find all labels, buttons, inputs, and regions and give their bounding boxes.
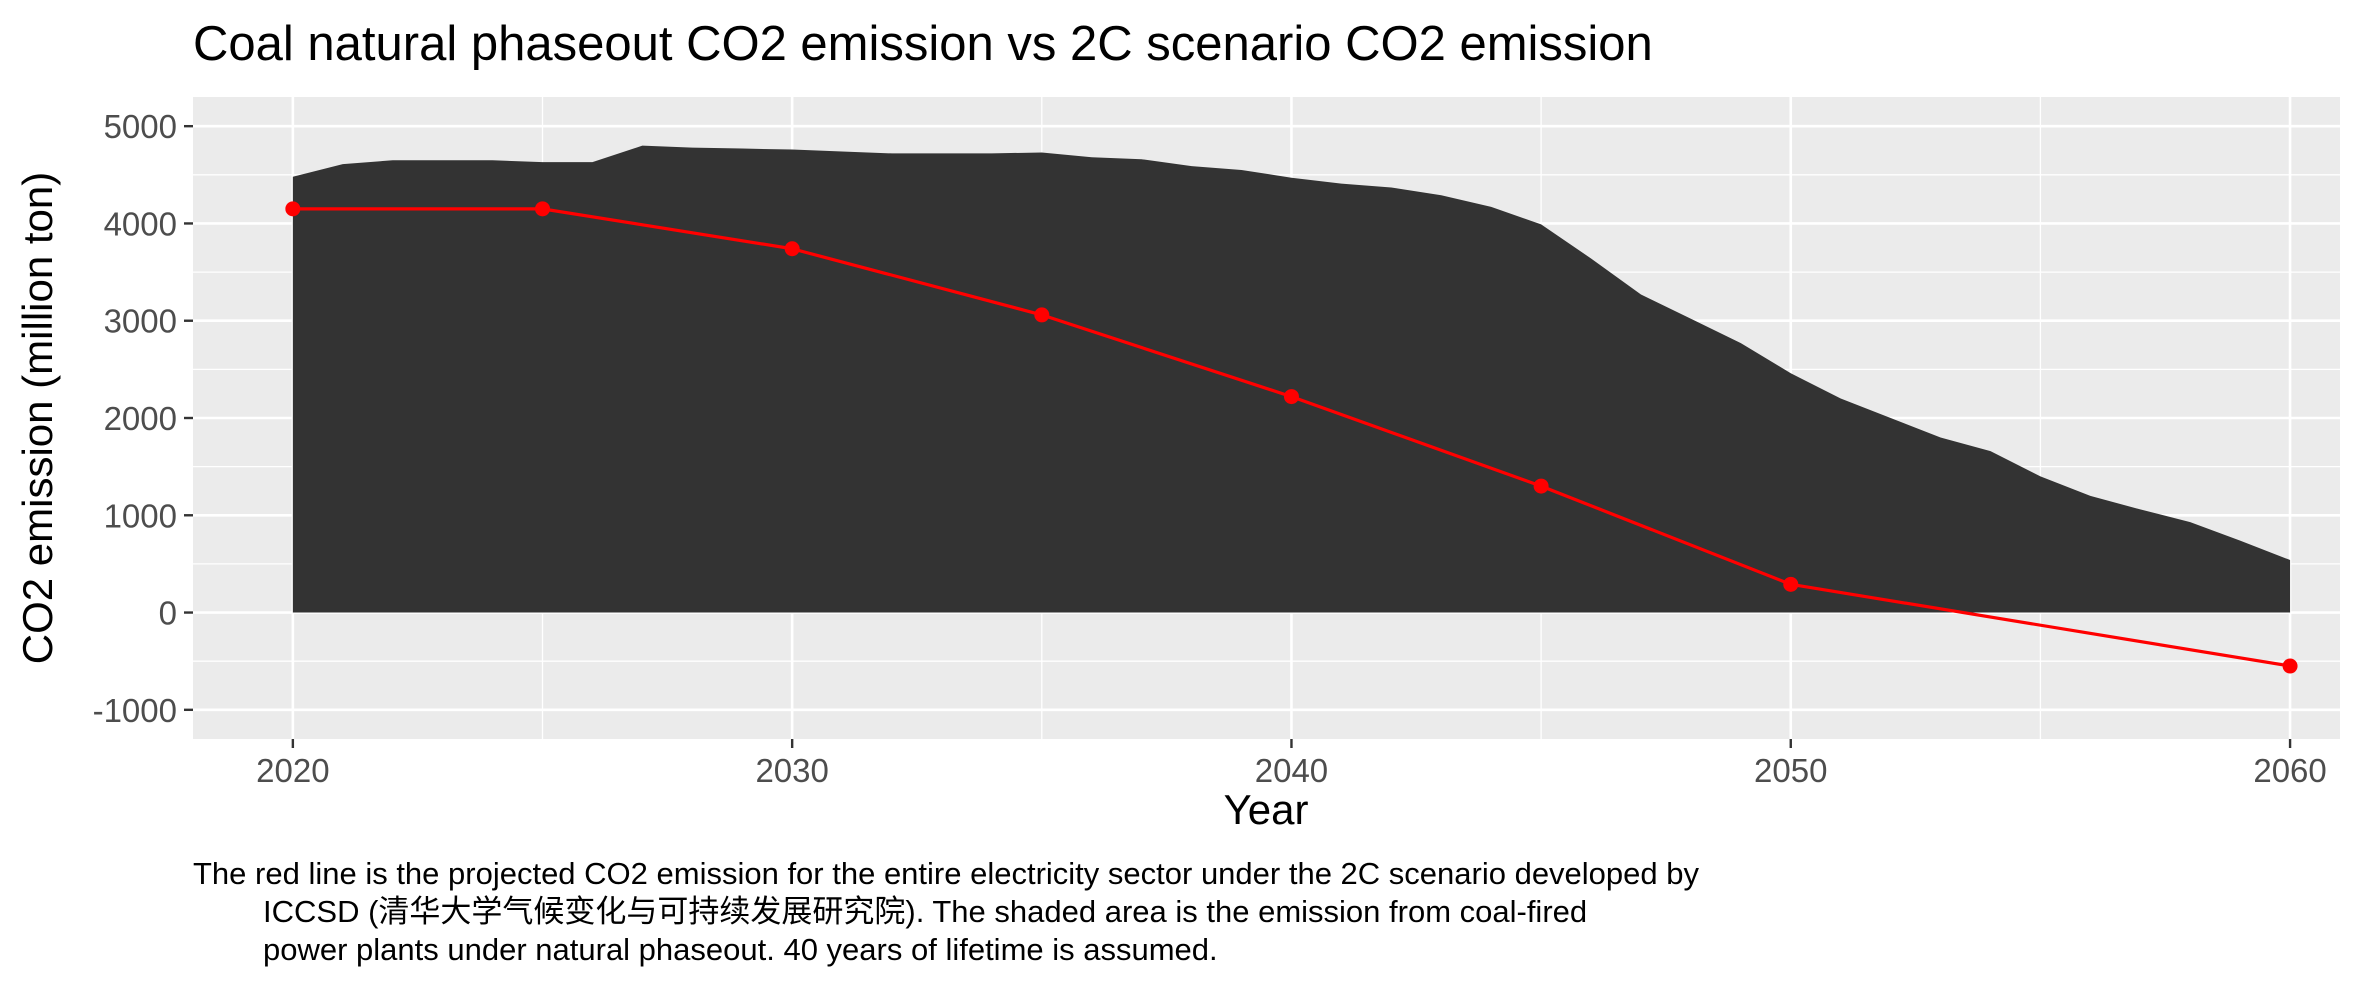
data-point <box>1283 389 1299 405</box>
x-tick-label: 2030 <box>755 752 828 789</box>
y-tick-label: 1000 <box>104 497 177 534</box>
x-tick-labels: 2020 2030 2040 2050 2060 <box>256 752 2327 789</box>
2c-scenario-points <box>285 201 2298 674</box>
line-path <box>292 207 2291 668</box>
x-tick-label: 2020 <box>256 752 329 789</box>
x-tick-label: 2040 <box>1255 752 1328 789</box>
chart-title: Coal natural phaseout CO2 emission vs 2C… <box>193 17 1653 71</box>
y-axis-title: CO2 emission (million ton) <box>14 172 61 664</box>
data-point <box>1533 478 1549 494</box>
data-point <box>2282 658 2298 674</box>
data-point <box>1783 576 1799 592</box>
y-tick-label: 4000 <box>104 205 177 242</box>
caption-line-1: The red line is the projected CO2 emissi… <box>193 856 1699 891</box>
caption-line-3: power plants under natural phaseout. 40 … <box>263 932 1218 967</box>
y-tick-label: 0 <box>159 595 177 632</box>
area-shape <box>292 145 2291 613</box>
y-tick-label: -1000 <box>93 692 177 729</box>
data-point <box>285 201 301 217</box>
y-tick-label: 3000 <box>104 303 177 340</box>
y-tick-label: 2000 <box>104 400 177 437</box>
data-point <box>1034 307 1050 323</box>
axis-ticks <box>184 124 2292 748</box>
x-axis-title: Year <box>1224 786 1309 833</box>
data-point <box>535 201 551 217</box>
x-tick-label: 2060 <box>2253 752 2326 789</box>
y-tick-labels: -1000 0 1000 2000 3000 4000 5000 <box>93 108 177 729</box>
y-tick-label: 5000 <box>104 108 177 145</box>
coal-phaseout-area <box>292 145 2291 613</box>
caption-line-2: ICCSD (清华大学气候变化与可持续发展研究院). The shaded ar… <box>263 894 1587 929</box>
data-point <box>784 241 800 257</box>
2c-scenario-line <box>292 207 2291 668</box>
x-tick-label: 2050 <box>1754 752 1827 789</box>
